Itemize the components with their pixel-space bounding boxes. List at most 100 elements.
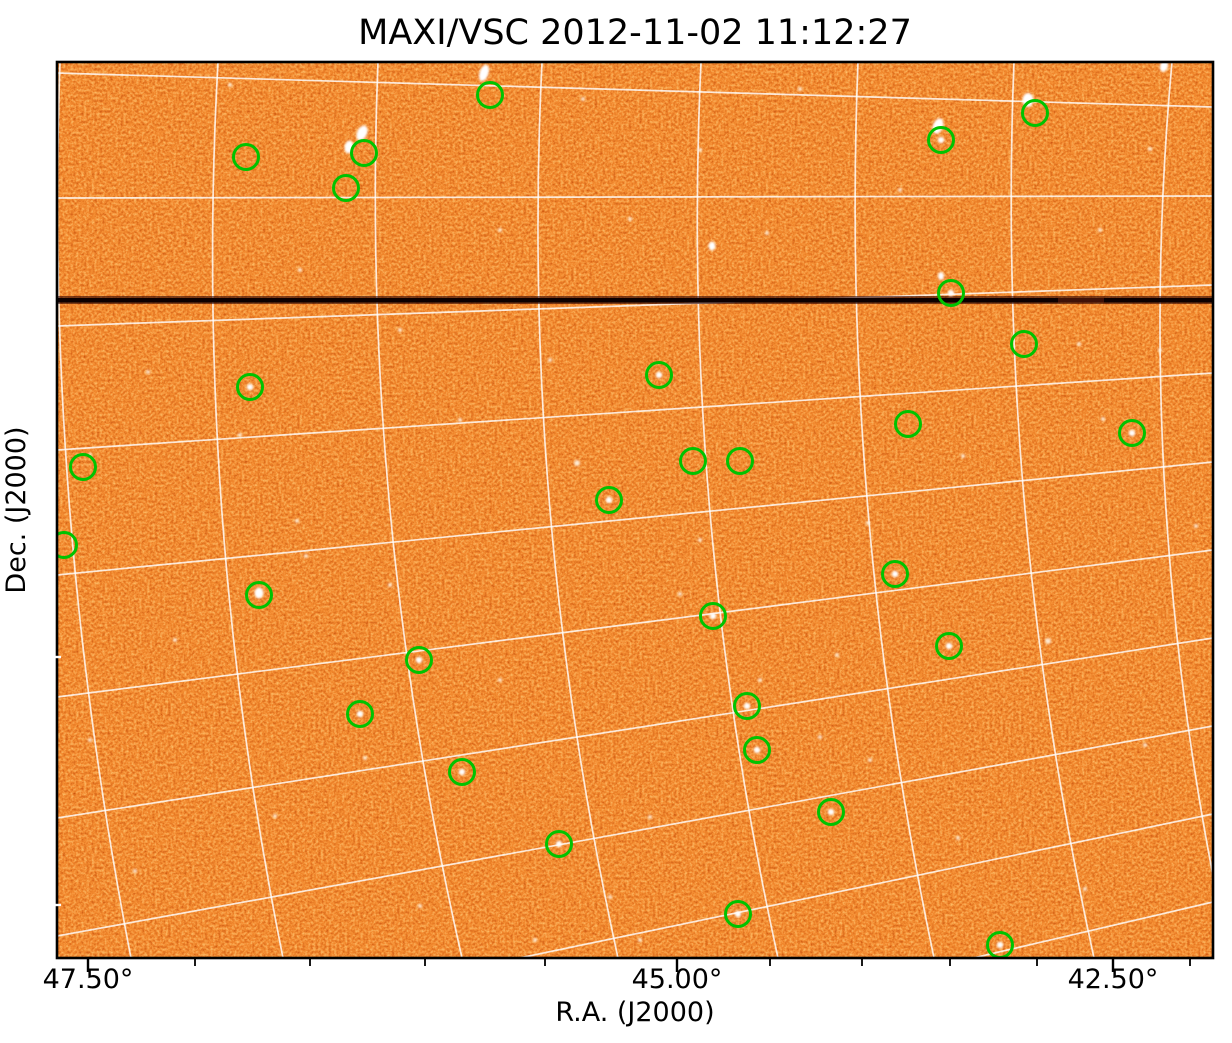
source-dot <box>734 910 742 918</box>
point-sources <box>88 83 1198 942</box>
grid-line-horizontal <box>57 372 1213 451</box>
plot-area <box>57 62 1213 958</box>
source-dot <box>945 642 953 650</box>
xray-intensity-map <box>57 62 1213 958</box>
point-source <box>146 370 150 374</box>
source-detection-circle <box>743 736 771 764</box>
grid-line-horizontal <box>57 461 1213 576</box>
point-source <box>765 231 769 235</box>
point-source <box>638 938 642 942</box>
point-source <box>866 521 870 525</box>
bright-source-blob <box>478 64 490 82</box>
source-dot <box>246 383 254 391</box>
source-detection-circle <box>645 361 673 389</box>
point-source <box>273 814 277 818</box>
x-tick-label: 47.50° <box>43 964 134 995</box>
source-dot <box>709 612 717 620</box>
grid-line-horizontal <box>57 195 1213 199</box>
source-dot <box>555 840 563 848</box>
source-detection-circle <box>346 700 374 728</box>
y-axis-label: Dec. (J2000) <box>1 426 32 593</box>
source-detection-circle <box>935 632 963 660</box>
source-detection-circle <box>545 830 573 858</box>
point-source <box>418 904 422 908</box>
source-detection-circle <box>1010 330 1038 358</box>
x-axis-ticks <box>86 958 1191 972</box>
point-source <box>818 735 822 739</box>
point-source <box>798 87 802 91</box>
point-source <box>1077 342 1081 346</box>
point-source <box>758 678 762 682</box>
source-dot <box>1128 429 1136 437</box>
point-source <box>608 895 612 899</box>
grid-line-vertical <box>1010 62 1095 958</box>
point-source <box>173 638 177 642</box>
source-dot <box>655 371 663 379</box>
source-dot <box>937 136 945 144</box>
point-source <box>295 519 299 523</box>
bright-source-blob <box>356 125 368 141</box>
bright-source-blob <box>254 587 264 599</box>
point-source <box>1083 887 1087 891</box>
source-dot <box>996 941 1004 949</box>
source-dot <box>743 702 751 710</box>
x-axis-tick-labels: 47.50° 45.00° 42.50° <box>43 964 1159 995</box>
point-source <box>304 554 308 558</box>
point-source <box>956 836 960 840</box>
point-source <box>698 148 702 152</box>
dark-lane-gap <box>1058 298 1104 303</box>
source-dot <box>827 808 835 816</box>
bright-source-blob <box>938 272 944 280</box>
source-detection-circle <box>894 410 922 438</box>
point-source <box>1098 228 1102 232</box>
source-dot <box>605 496 613 504</box>
grid-line-horizontal <box>57 284 1213 327</box>
x-tick-label: 45.00° <box>632 964 723 995</box>
point-source <box>648 815 652 819</box>
grid-line-horizontal <box>57 72 1213 108</box>
grid-line-horizontal <box>57 637 1213 819</box>
source-detection-circle <box>245 581 273 609</box>
source-detection-circle <box>1021 99 1049 127</box>
source-detection-circle <box>405 646 433 674</box>
point-source <box>458 418 462 422</box>
source-detection-circle <box>817 798 845 826</box>
point-source <box>238 433 242 437</box>
point-source <box>133 869 137 873</box>
source-detection-circle <box>733 692 761 720</box>
point-source <box>1143 743 1147 747</box>
point-source <box>698 538 702 542</box>
point-source <box>533 938 537 942</box>
point-source <box>961 454 965 458</box>
grid-line-horizontal <box>57 725 1213 937</box>
source-detection-circle <box>232 143 260 171</box>
point-source <box>628 217 632 221</box>
coordinate-grid <box>57 62 1213 958</box>
source-detection-circle <box>476 81 504 109</box>
source-detection-circle <box>236 373 264 401</box>
point-source <box>898 188 902 192</box>
point-source <box>498 228 502 232</box>
point-source <box>1148 147 1152 151</box>
grid-line-horizontal <box>57 549 1213 698</box>
source-detection-circle <box>724 900 752 928</box>
grid-line-vertical <box>854 62 935 958</box>
point-source <box>868 758 872 762</box>
point-source <box>1194 524 1198 528</box>
point-source <box>1158 348 1162 352</box>
point-source <box>1101 417 1105 421</box>
point-source <box>388 583 392 587</box>
source-dot <box>891 570 899 578</box>
source-detection-circle <box>881 560 909 588</box>
bright-source-blob <box>708 241 716 251</box>
source-detection-circle <box>726 447 754 475</box>
point-source <box>398 328 402 332</box>
point-source <box>574 460 580 466</box>
x-tick-label: 42.50° <box>1068 964 1159 995</box>
point-source <box>88 738 92 742</box>
grid-line-vertical <box>696 62 779 958</box>
grid-line-horizontal <box>515 813 1213 958</box>
point-source <box>1045 638 1051 644</box>
